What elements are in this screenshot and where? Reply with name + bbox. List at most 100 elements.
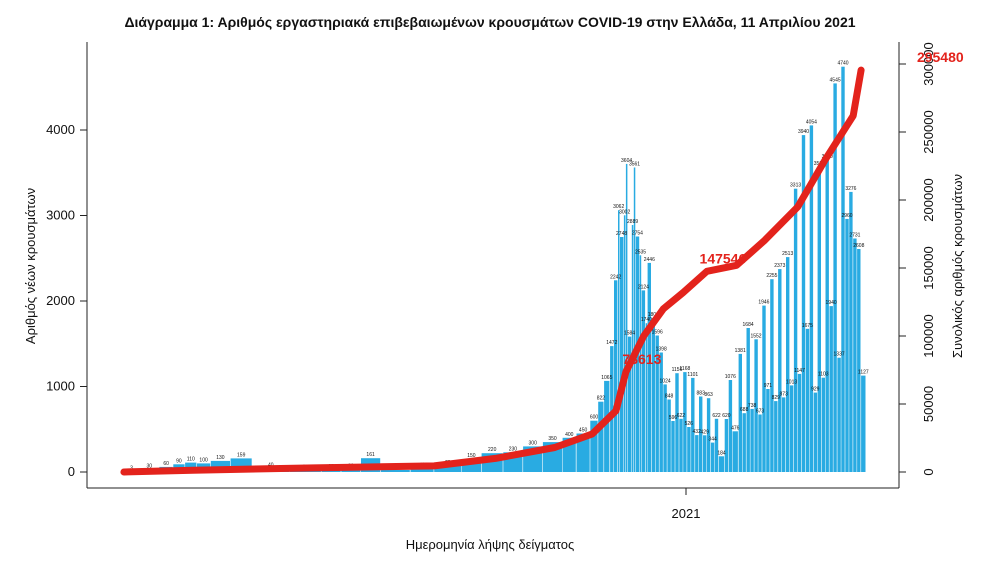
bar xyxy=(853,238,857,472)
bar xyxy=(754,339,758,472)
bar xyxy=(728,380,733,472)
bar-value-label: 2535 xyxy=(635,249,646,255)
bar xyxy=(675,373,679,472)
bar xyxy=(718,456,725,472)
bar-value-label: 159 xyxy=(237,452,246,458)
bar xyxy=(758,414,762,472)
bar xyxy=(671,421,675,472)
bar-value-label: 150 xyxy=(467,453,476,459)
left-y-axis: 0 1000 2000 3000 4000 xyxy=(46,122,87,479)
bar xyxy=(766,389,770,472)
bar-value-label: 2242 xyxy=(610,274,621,280)
bar xyxy=(829,306,833,472)
cumulative-annotation: 147546 xyxy=(700,250,747,266)
bar xyxy=(706,398,711,472)
cumulative-annotation: 295480 xyxy=(917,49,964,65)
right-y-axis-title: Συνολικός αριθμός κρουσμάτων xyxy=(950,174,965,358)
bar-value-label: 3002 xyxy=(619,209,630,215)
bar xyxy=(714,418,719,472)
bar xyxy=(845,218,849,472)
bar-value-label: 3276 xyxy=(845,186,856,192)
annotations: 73613 147546 295480 xyxy=(622,49,963,367)
bar-value-label: 110 xyxy=(187,457,195,463)
bar xyxy=(849,191,853,472)
bar-value-label: 620 xyxy=(722,413,731,419)
bar xyxy=(746,328,750,472)
bar-value-label: 1740 xyxy=(641,317,652,323)
bar xyxy=(380,469,410,472)
bar xyxy=(703,435,707,472)
bar xyxy=(750,408,754,472)
bar-value-label: 1684 xyxy=(743,322,754,328)
bar-value-label: 622 xyxy=(677,413,686,419)
cumulative-annotation: 73613 xyxy=(622,351,661,367)
bar xyxy=(797,373,802,472)
bar xyxy=(695,435,699,472)
bar-value-label: 883 xyxy=(697,391,706,397)
bar-value-label: 1801 xyxy=(648,312,659,318)
bar-value-label: 1381 xyxy=(735,348,746,354)
bar xyxy=(825,159,829,472)
bar xyxy=(782,397,786,472)
bar xyxy=(623,215,626,473)
bar xyxy=(598,401,604,472)
cumulative-line xyxy=(120,66,865,476)
bar-value-label: 2446 xyxy=(644,257,655,263)
bar xyxy=(434,466,462,472)
bar-value-label: 429 xyxy=(701,429,710,435)
bar xyxy=(774,401,778,472)
bar-value-label: 2255 xyxy=(766,273,777,279)
cumulative-line-series xyxy=(120,66,865,476)
bar-value-label: 4054 xyxy=(806,119,817,125)
bar-value-label: 622 xyxy=(712,413,721,419)
x-axis-title: Ημερομηνία λήψης δείγματος xyxy=(406,537,575,552)
bar-value-label: 822 xyxy=(597,396,606,402)
bar-value-label: 3940 xyxy=(798,129,809,135)
bar-value-label: 60 xyxy=(163,461,169,467)
bar-value-label: 184 xyxy=(717,450,726,456)
bar xyxy=(809,125,814,473)
bar-value-label: 2889 xyxy=(627,219,638,225)
bar-value-label: 100 xyxy=(199,457,208,463)
bar xyxy=(590,420,598,472)
left-y-tick-label: 4000 xyxy=(46,122,75,137)
bar-value-label: 1596 xyxy=(652,330,663,336)
bar-value-label: 400 xyxy=(565,432,574,438)
bar xyxy=(786,257,790,472)
right-y-axis: 0 50000 100000 150000 200000 250000 300000 xyxy=(899,42,936,476)
bar xyxy=(618,210,620,472)
bar-value-label: 1024 xyxy=(660,378,671,384)
bar-value-label: 432 xyxy=(693,429,702,435)
right-y-tick-label: 250000 xyxy=(921,110,936,153)
bar xyxy=(789,385,794,472)
bar xyxy=(732,431,738,472)
bar-value-label: 1147 xyxy=(794,368,805,374)
bar xyxy=(610,346,614,472)
bar-value-label: 1337 xyxy=(834,352,845,358)
bar xyxy=(667,399,671,472)
right-y-tick-label: 300000 xyxy=(921,42,936,85)
bar xyxy=(738,353,742,472)
bar-value-label: 3561 xyxy=(629,162,640,168)
x-axis: 2021 xyxy=(672,488,700,521)
bar xyxy=(770,279,774,472)
bar-value-label: 738 xyxy=(748,403,757,409)
bar-value-label: 1101 xyxy=(687,372,698,378)
bar-series xyxy=(123,66,866,473)
bar-value-label: 1940 xyxy=(826,300,837,306)
bar-value-label: 2731 xyxy=(849,233,860,239)
bar xyxy=(625,163,628,472)
bar-value-label: 130 xyxy=(216,455,225,461)
bar-value-label: 2754 xyxy=(632,231,643,237)
bar-value-label: 1103 xyxy=(818,372,829,378)
bar xyxy=(647,262,651,472)
bar xyxy=(604,380,610,472)
bar xyxy=(687,427,691,472)
bar-value-label: 1675 xyxy=(802,323,813,329)
bar-value-label: 596 xyxy=(669,415,678,421)
right-y-tick-label: 150000 xyxy=(921,246,936,289)
bar xyxy=(837,357,841,472)
